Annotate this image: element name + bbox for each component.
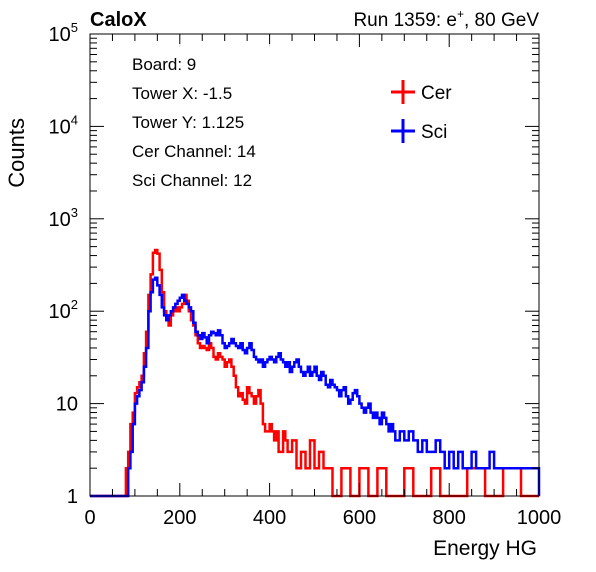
y-tick-label: 10 — [56, 394, 78, 416]
x-axis-label: Energy HG — [433, 537, 537, 560]
y-tick-label: 102 — [49, 297, 78, 323]
series-layer — [90, 248, 541, 498]
info-line: Sci Channel: 12 — [132, 171, 252, 190]
x-tick-label: 800 — [433, 507, 466, 529]
y-tick-label: 104 — [49, 112, 78, 138]
y-axis-label: Counts — [4, 118, 29, 188]
run-label-main: Run 1359: e — [353, 10, 457, 31]
legend-label-sci: Sci — [421, 122, 447, 143]
info-box: Board: 9 Tower X: -1.5 Tower Y: 1.125 Cer C… — [118, 44, 358, 200]
info-line: Tower X: -1.5 — [132, 84, 232, 103]
info-line: Board: 9 — [132, 55, 196, 74]
series-sci-line — [90, 276, 541, 498]
run-label-sup: + — [457, 7, 464, 21]
y-tick-label: 103 — [49, 205, 78, 231]
series-cer-line — [90, 248, 539, 498]
legend: Cer Sci — [391, 80, 452, 143]
y-tick-label: 1 — [67, 486, 78, 508]
x-tick-label: 600 — [343, 507, 376, 529]
x-tick-label: 0 — [84, 507, 95, 529]
tick-layer: 0 200 400 600 800 1000 1 10 102 103 104 105 — [49, 20, 562, 529]
info-box-background — [118, 44, 358, 200]
x-tick-label: 1000 — [517, 507, 562, 529]
legend-label-cer: Cer — [421, 83, 452, 104]
run-label: Run 1359: e+, 80 GeV — [353, 7, 539, 31]
info-line: Cer Channel: 14 — [132, 142, 256, 161]
experiment-label: CaloX — [90, 9, 147, 31]
x-tick-label: 400 — [253, 507, 286, 529]
run-label-tail: , 80 GeV — [464, 10, 539, 31]
x-tick-label: 200 — [163, 507, 196, 529]
y-tick-label: 105 — [49, 20, 78, 46]
info-line: Tower Y: 1.125 — [132, 113, 244, 132]
